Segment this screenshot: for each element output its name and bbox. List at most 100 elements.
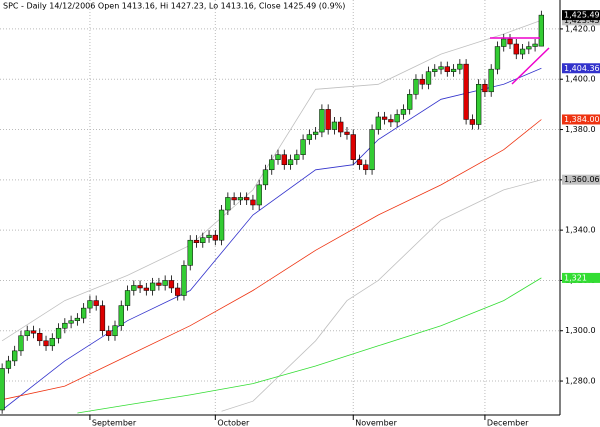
value-box-label: 1,425.49 (564, 11, 600, 20)
candle-body (55, 327, 62, 339)
value-box (562, 10, 600, 21)
candle-body (482, 84, 488, 93)
candle-body (49, 338, 55, 347)
candle-body (532, 43, 538, 47)
candle-body (538, 14, 545, 47)
candle-body (124, 290, 131, 306)
candle-body (331, 121, 338, 130)
candle-body (0, 368, 5, 411)
x-tick-label: November (355, 419, 397, 427)
candle-body (68, 320, 74, 324)
value-box-label: 1,321 (564, 273, 587, 282)
y-tick-label: 1,340.0 (565, 226, 596, 235)
indicator-lines (1, 19, 542, 414)
candle-body (93, 300, 99, 306)
candle-body (206, 234, 212, 238)
value-box-label: 1,384.00 (564, 115, 600, 124)
y-tick-label: 1,400.0 (565, 75, 596, 84)
value-box-label: 1,404.36 (564, 64, 600, 73)
candle-body (381, 116, 388, 120)
candle-body (356, 159, 363, 165)
candle-body (87, 300, 93, 309)
candle-body (526, 46, 532, 50)
candle-body (218, 209, 225, 241)
candle-body (507, 38, 513, 45)
candle-body (300, 139, 306, 155)
candle-body (419, 78, 425, 85)
candle-body (143, 287, 149, 291)
value-box-label: 1,423.43 (564, 16, 600, 25)
candle-body (425, 71, 432, 85)
candle-body (457, 63, 463, 70)
candle-body (407, 94, 413, 110)
candle-body (363, 164, 369, 171)
candle-body (319, 109, 325, 133)
indicator-line (77, 277, 542, 414)
indicator-line (1, 19, 542, 342)
candle-body (37, 333, 43, 342)
candle-body (306, 134, 313, 140)
candle-body (250, 199, 256, 206)
candle-body (5, 360, 12, 369)
candle-body (281, 154, 287, 165)
candle-body (444, 66, 450, 72)
candle-body (18, 335, 24, 352)
candle-body (476, 84, 482, 125)
candle-body (463, 63, 469, 120)
candle-body (43, 340, 49, 347)
candle-body (375, 116, 381, 130)
candle-body (388, 119, 394, 123)
candle-body (187, 239, 193, 266)
candle-body (269, 159, 275, 171)
candle-body (312, 131, 319, 135)
x-tick-label: December (487, 419, 529, 427)
x-tick-label: October (217, 419, 250, 427)
candle-body (131, 285, 137, 291)
candle-body (74, 317, 81, 321)
candle-body (494, 46, 501, 70)
chart-title: SPC - Daily 14/12/2006 Open 1413.16, Hi … (3, 2, 345, 11)
candle-body (275, 154, 281, 160)
candle-body (162, 280, 168, 286)
candle-body (369, 129, 375, 171)
candle-body (294, 154, 300, 160)
candle-body (156, 282, 162, 286)
value-box (562, 272, 600, 283)
candle-body (432, 68, 438, 72)
candle-body (262, 169, 269, 186)
candle-body (501, 38, 507, 47)
y-tick-label: 1,380.0 (565, 125, 596, 134)
value-box (562, 15, 600, 26)
candle-body (175, 287, 181, 296)
candle-body (287, 159, 294, 165)
indicator-line (1, 67, 542, 411)
candle-body (212, 234, 218, 241)
candle-body (413, 78, 419, 95)
candle-body (137, 285, 143, 289)
candle-body (118, 305, 124, 326)
axis-labels: 1,280.01,300.01,320.01,340.01,360.01,380… (89, 10, 600, 427)
candles (0, 10, 545, 414)
candle-body (237, 197, 244, 201)
candle-body (344, 131, 350, 135)
value-box (562, 114, 600, 125)
candle-body (394, 114, 400, 123)
candle-body (469, 119, 476, 125)
candle-body (30, 330, 37, 334)
candle-body (181, 265, 187, 296)
candle-body (519, 48, 526, 55)
candle-body (193, 239, 200, 243)
y-tick-label: 1,300.0 (565, 326, 596, 335)
candle-body (200, 237, 206, 243)
value-box (562, 174, 600, 185)
candle-body (24, 330, 30, 337)
candle-body (106, 330, 112, 337)
candle-body (231, 197, 237, 201)
candle-body (256, 184, 262, 206)
candle-body (450, 68, 457, 72)
candle-body (244, 197, 250, 201)
candle-body (112, 325, 118, 337)
candle-body (225, 197, 231, 211)
